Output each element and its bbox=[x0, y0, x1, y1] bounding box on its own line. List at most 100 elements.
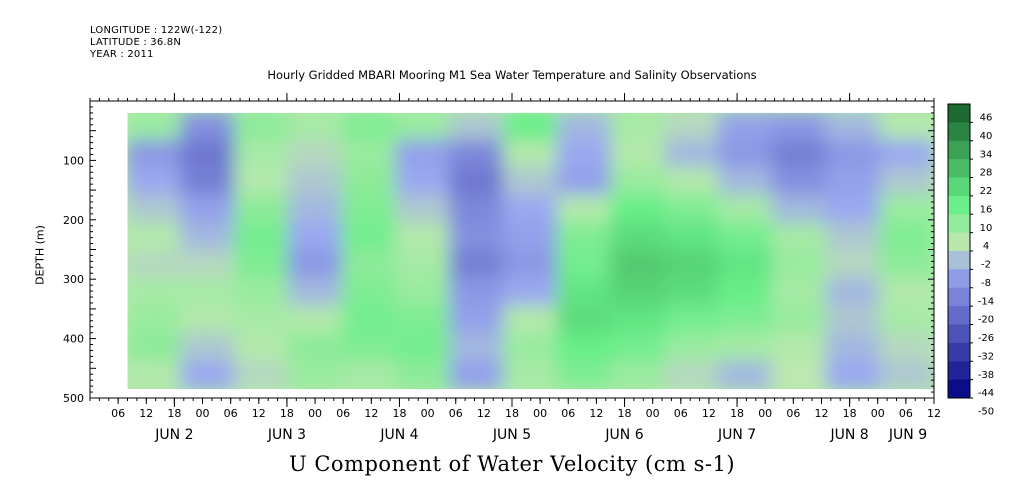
heatmap-cell bbox=[717, 277, 774, 308]
heatmap-cell bbox=[717, 249, 774, 280]
heatmap-cell bbox=[180, 167, 237, 197]
x-tick-label: 12 bbox=[139, 407, 153, 420]
heatmap-cell bbox=[180, 194, 237, 225]
heatmap-cell bbox=[771, 167, 828, 197]
heatmap-field bbox=[126, 111, 934, 391]
y-tick-label: 200 bbox=[63, 214, 84, 227]
heatmap-cell bbox=[717, 111, 774, 142]
heatmap-cell bbox=[825, 360, 882, 391]
x-tick-label: 12 bbox=[814, 407, 828, 420]
x-tick-label: 18 bbox=[392, 407, 406, 420]
x-day-label: JUN 6 bbox=[604, 427, 643, 443]
colorbar-band bbox=[948, 214, 970, 234]
heatmap-cell bbox=[879, 111, 934, 142]
heatmap-cell bbox=[341, 277, 398, 308]
heatmap-cell bbox=[126, 139, 183, 170]
heatmap-cell bbox=[664, 360, 720, 391]
x-tick-label: 12 bbox=[702, 407, 716, 420]
heatmap-cell bbox=[556, 222, 613, 252]
x-tick-label: 00 bbox=[308, 407, 322, 420]
heatmap-cell bbox=[825, 139, 882, 170]
heatmap-cell bbox=[341, 332, 398, 363]
chart-title: Hourly Gridded MBARI Mooring M1 Sea Wate… bbox=[267, 68, 757, 82]
heatmap-cell bbox=[287, 167, 344, 197]
heatmap-cell bbox=[287, 222, 344, 252]
heatmap-cell bbox=[825, 249, 882, 280]
x-tick-label: 06 bbox=[561, 407, 575, 420]
heatmap-cell bbox=[234, 277, 290, 308]
heatmap-cell bbox=[717, 222, 774, 252]
heatmap-cell bbox=[180, 332, 237, 363]
heatmap-cell bbox=[287, 305, 344, 335]
heatmap-cell bbox=[556, 194, 613, 225]
heatmap-cell bbox=[234, 139, 290, 170]
heatmap-cell bbox=[287, 360, 344, 391]
heatmap-cell bbox=[395, 167, 452, 197]
heatmap-cell bbox=[502, 194, 559, 225]
colorbar-band bbox=[948, 104, 970, 123]
heatmap-cell bbox=[879, 139, 934, 170]
colorbar-band bbox=[948, 251, 970, 270]
heatmap-cell bbox=[664, 111, 720, 142]
heatmap-cell bbox=[556, 305, 613, 335]
x-day-label: JUN 8 bbox=[829, 427, 868, 443]
y-tick-label: 400 bbox=[63, 333, 84, 346]
colorbar-label: 4 bbox=[983, 241, 989, 252]
colorbar-band bbox=[948, 306, 970, 325]
heatmap-cell bbox=[825, 194, 882, 225]
heatmap-cell bbox=[449, 332, 505, 363]
y-tick-label: 500 bbox=[63, 392, 84, 405]
heatmap-cell bbox=[449, 277, 505, 308]
colorbar-band bbox=[948, 195, 970, 215]
heatmap-cell bbox=[771, 194, 828, 225]
heatmap-cell bbox=[395, 360, 452, 391]
colorbar-label: 46 bbox=[980, 113, 993, 124]
heatmap-cell bbox=[180, 139, 237, 170]
x-tick-label: 06 bbox=[899, 407, 913, 420]
colorbar-label: -14 bbox=[978, 296, 994, 307]
heatmap-cell bbox=[610, 332, 667, 363]
heatmap-cell bbox=[234, 111, 290, 142]
heatmap-cell bbox=[717, 167, 774, 197]
colorbar-band bbox=[948, 140, 970, 160]
heatmap-cell bbox=[502, 360, 559, 391]
no-data-area bbox=[90, 101, 934, 113]
heatmap-cell bbox=[395, 194, 452, 225]
heatmap-cell bbox=[664, 332, 720, 363]
no-data-area bbox=[90, 101, 128, 398]
heatmap-cell bbox=[449, 305, 505, 335]
heatmap-cell bbox=[126, 222, 183, 252]
heatmap-cell bbox=[825, 332, 882, 363]
heatmap-cell bbox=[610, 167, 667, 197]
x-tick-label: 12 bbox=[364, 407, 378, 420]
heatmap-cell bbox=[664, 305, 720, 335]
x-tick-label: 18 bbox=[618, 407, 632, 420]
x-tick-label: 18 bbox=[280, 407, 294, 420]
heatmap-cell bbox=[610, 194, 667, 225]
colorbar-label: 34 bbox=[980, 149, 993, 160]
heatmap-cell bbox=[502, 249, 559, 280]
colorbar-band bbox=[948, 342, 970, 362]
heatmap-cell bbox=[502, 222, 559, 252]
heatmap-cell bbox=[771, 332, 828, 363]
heatmap-cell bbox=[717, 332, 774, 363]
x-tick-label: 06 bbox=[786, 407, 800, 420]
heatmap-cell bbox=[610, 305, 667, 335]
heatmap-cell bbox=[664, 222, 720, 252]
heatmap-cell bbox=[556, 111, 613, 142]
x-tick-label: 06 bbox=[674, 407, 688, 420]
heatmap-cell bbox=[341, 305, 398, 335]
x-tick-label: 12 bbox=[927, 407, 941, 420]
heatmap-cell bbox=[287, 111, 344, 142]
colorbar-label: -8 bbox=[981, 278, 991, 289]
colorbar-label: -32 bbox=[978, 351, 994, 362]
heatmap-cell bbox=[610, 360, 667, 391]
x-tick-label: 00 bbox=[196, 407, 210, 420]
heatmap-cell bbox=[449, 222, 505, 252]
heatmap-cell bbox=[664, 249, 720, 280]
heatmap-cell bbox=[395, 332, 452, 363]
heatmap-cell bbox=[180, 249, 237, 280]
x-tick-label: 00 bbox=[871, 407, 885, 420]
colorbar-band bbox=[948, 287, 970, 307]
heatmap-cell bbox=[879, 277, 934, 308]
